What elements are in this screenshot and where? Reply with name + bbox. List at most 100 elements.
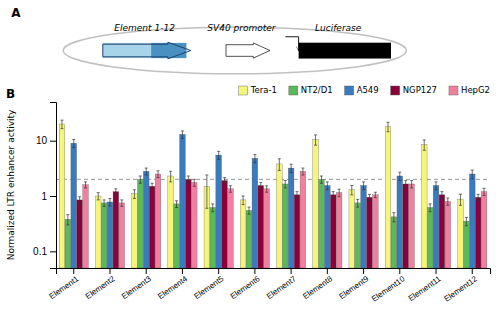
schematic-label: Luciferase: [315, 23, 362, 33]
bar: [330, 195, 336, 268]
y-axis-line: [50, 103, 57, 269]
x-tick-mark: [472, 268, 473, 274]
y-tick: 10: [36, 135, 56, 146]
error-bar: [103, 200, 106, 206]
error-bar: [108, 199, 111, 206]
element-body-dark: [151, 43, 186, 58]
legend-swatch: [239, 86, 248, 95]
error-bar: [471, 170, 474, 179]
error-bar: [423, 140, 426, 150]
bar: [143, 171, 149, 268]
bar-series: [77, 176, 481, 268]
bar: [168, 176, 174, 268]
x-tick: Element5: [192, 268, 225, 301]
bar: [180, 134, 186, 268]
error-bar: [181, 131, 184, 138]
bar: [288, 168, 294, 268]
x-axis-line: [57, 269, 491, 275]
error-bar: [242, 196, 245, 205]
bar: [174, 204, 180, 268]
bar: [294, 195, 300, 268]
bar-series: [71, 131, 475, 268]
error-bar: [326, 182, 329, 190]
legend-label: NGP127: [403, 85, 437, 95]
schematic-label: SV40 promoter: [207, 23, 276, 33]
error-bar: [284, 181, 287, 188]
bar: [149, 186, 155, 268]
bar: [313, 140, 319, 268]
bar: [282, 184, 288, 268]
bar: [355, 203, 361, 268]
legend: Tera-1 NT2/D1 A549 NGP127 HepG2: [239, 85, 490, 95]
x-tick: Element6: [229, 268, 262, 301]
bar: [397, 176, 403, 268]
x-tick-label: Element5: [192, 274, 225, 301]
schematic: AElement 1-12SV40 promoterLuciferase: [11, 6, 406, 74]
error-bar: [404, 181, 407, 188]
error-bar: [356, 199, 359, 207]
x-tick-label: Element4: [156, 274, 189, 301]
x-tick-label: Element11: [407, 274, 443, 303]
legend-item: Tera-1: [239, 85, 277, 95]
error-bar: [410, 181, 413, 188]
bar-series: [59, 120, 463, 268]
bar: [367, 197, 373, 268]
legend-label: Tera-1: [250, 85, 277, 95]
error-bar: [211, 204, 214, 212]
y-tick-label: 0.1: [33, 246, 47, 257]
bar: [469, 174, 475, 268]
x-tick-mark: [254, 268, 255, 274]
bar: [137, 179, 143, 268]
x-tick: Element4: [156, 268, 189, 301]
bar: [71, 143, 77, 268]
x-tick: Element9: [337, 268, 370, 301]
bar: [409, 184, 415, 268]
element-arrow: [103, 42, 191, 58]
x-tick-label: Element8: [301, 274, 334, 301]
error-bar: [338, 189, 341, 197]
y-tick-label: 1: [41, 191, 47, 202]
error-bar: [114, 189, 117, 195]
panel-label: A: [11, 6, 21, 20]
bar: [65, 219, 71, 268]
legend-item: NGP127: [391, 85, 437, 95]
x-tick-label: Element6: [229, 274, 262, 301]
chart-svg: AElement 1-12SV40 promoterLuciferase0.11…: [0, 0, 500, 312]
bar: [427, 207, 433, 268]
bar: [155, 174, 161, 268]
bar: [240, 200, 246, 268]
legend-swatch: [449, 86, 458, 95]
bar: [252, 158, 258, 268]
legend-item: HepG2: [449, 85, 490, 95]
y-axis: 0.1 1 10: [33, 103, 56, 269]
error-bar: [60, 120, 63, 128]
legend-item: A549: [345, 85, 379, 95]
bar: [391, 217, 397, 268]
legend-swatch: [345, 86, 354, 95]
y-tick: 0.1: [33, 246, 56, 257]
bar: [276, 164, 282, 268]
bar: [464, 221, 470, 268]
x-tick-label: Element3: [120, 274, 153, 301]
error-bar: [440, 192, 443, 199]
bar: [373, 195, 379, 268]
error-bar: [350, 185, 353, 194]
bar: [222, 181, 228, 268]
x-tick-label: Element1: [48, 274, 81, 301]
bar-series: [83, 168, 487, 268]
panel-label: B: [6, 87, 15, 101]
error-bar: [175, 201, 178, 208]
x-tick-mark: [327, 268, 328, 274]
error-bar: [387, 122, 390, 131]
error-bar: [247, 207, 250, 214]
error-bar: [217, 151, 220, 159]
error-bar: [392, 213, 395, 222]
bar: [107, 202, 113, 268]
error-bar: [465, 217, 468, 225]
legend-swatch: [289, 86, 298, 95]
error-bar: [205, 175, 208, 208]
y-tick-mark: [50, 251, 56, 252]
bar: [421, 145, 427, 268]
bar: [336, 193, 342, 268]
legend-label: NT2/D1: [301, 85, 333, 95]
